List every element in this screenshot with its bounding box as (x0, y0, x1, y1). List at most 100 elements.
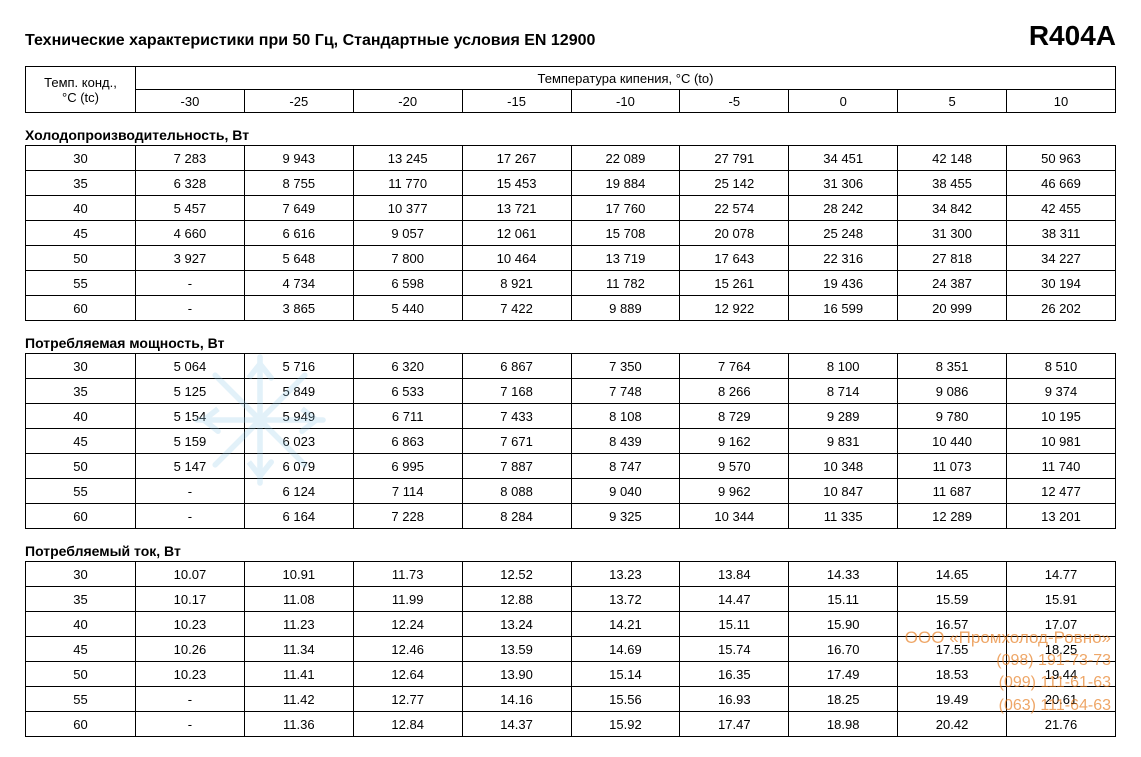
value-cell: 17.49 (789, 662, 898, 687)
value-cell: 7 114 (353, 479, 462, 504)
value-cell: 15.56 (571, 687, 680, 712)
value-cell: 15.92 (571, 712, 680, 737)
tc-header-line2: °C (tc) (62, 90, 99, 105)
value-cell: 12 061 (462, 221, 571, 246)
data-table: 305 0645 7166 3206 8677 3507 7648 1008 3… (25, 353, 1116, 529)
value-cell: 16 599 (789, 296, 898, 321)
value-cell: 5 949 (244, 404, 353, 429)
value-cell: 20 078 (680, 221, 789, 246)
value-cell: 8 755 (244, 171, 353, 196)
to-value-header: -15 (462, 90, 571, 113)
value-cell: 6 079 (244, 454, 353, 479)
table-row: 55-4 7346 5988 92111 78215 26119 43624 3… (26, 271, 1116, 296)
value-cell: 6 598 (353, 271, 462, 296)
value-cell: 22 089 (571, 146, 680, 171)
table-row: 307 2839 94313 24517 26722 08927 79134 4… (26, 146, 1116, 171)
value-cell: 12 922 (680, 296, 789, 321)
value-cell: 20 999 (898, 296, 1007, 321)
tc-cell: 35 (26, 379, 136, 404)
value-cell: 11 770 (353, 171, 462, 196)
table-row: 60-6 1647 2288 2849 32510 34411 33512 28… (26, 504, 1116, 529)
value-cell: 10.17 (136, 587, 245, 612)
value-cell: 8 284 (462, 504, 571, 529)
value-cell: 11.36 (244, 712, 353, 737)
value-cell: 13.23 (571, 562, 680, 587)
value-cell: 8 439 (571, 429, 680, 454)
value-cell: 27 818 (898, 246, 1007, 271)
value-cell: 9 374 (1007, 379, 1116, 404)
value-cell: - (136, 687, 245, 712)
value-cell: 15.74 (680, 637, 789, 662)
value-cell: - (136, 479, 245, 504)
value-cell: 7 671 (462, 429, 571, 454)
value-cell: 8 266 (680, 379, 789, 404)
value-cell: 15.11 (789, 587, 898, 612)
value-cell: 13.59 (462, 637, 571, 662)
value-cell: 11 782 (571, 271, 680, 296)
value-cell: 46 669 (1007, 171, 1116, 196)
value-cell: 9 325 (571, 504, 680, 529)
value-cell: 16.35 (680, 662, 789, 687)
value-cell: 30 194 (1007, 271, 1116, 296)
value-cell: 15 261 (680, 271, 789, 296)
value-cell: 34 227 (1007, 246, 1116, 271)
value-cell: 10 348 (789, 454, 898, 479)
value-cell: 6 164 (244, 504, 353, 529)
value-cell: 11.41 (244, 662, 353, 687)
tc-cell: 40 (26, 196, 136, 221)
value-cell: 34 451 (789, 146, 898, 171)
to-header: Температура кипения, °C (to) (136, 67, 1116, 90)
value-cell: 7 800 (353, 246, 462, 271)
data-table: 307 2839 94313 24517 26722 08927 79134 4… (25, 145, 1116, 321)
value-cell: 12 477 (1007, 479, 1116, 504)
value-cell: 10.23 (136, 662, 245, 687)
value-cell: 13.24 (462, 612, 571, 637)
value-cell: 5 125 (136, 379, 245, 404)
value-cell: 15 453 (462, 171, 571, 196)
value-cell: 20.42 (898, 712, 1007, 737)
value-cell: 5 154 (136, 404, 245, 429)
table-row: 4010.2311.2312.2413.2414.2115.1115.9016.… (26, 612, 1116, 637)
value-cell: 50 963 (1007, 146, 1116, 171)
value-cell: 4 660 (136, 221, 245, 246)
value-cell: 18.25 (789, 687, 898, 712)
value-cell: 11.42 (244, 687, 353, 712)
tc-header-line1: Темп. конд., (44, 75, 117, 90)
table-row: 405 1545 9496 7117 4338 1088 7299 2899 7… (26, 404, 1116, 429)
value-cell: 7 748 (571, 379, 680, 404)
value-cell: 10.23 (136, 612, 245, 637)
to-value-header: 0 (789, 90, 898, 113)
value-cell: 15.90 (789, 612, 898, 637)
column-header-table: Темп. конд., °C (tc) Температура кипения… (25, 66, 1116, 113)
tc-cell: 30 (26, 354, 136, 379)
data-table: 3010.0710.9111.7312.5213.2313.8414.3314.… (25, 561, 1116, 737)
table-row: 356 3288 75511 77015 45319 88425 14231 3… (26, 171, 1116, 196)
value-cell: - (136, 271, 245, 296)
tc-cell: 50 (26, 454, 136, 479)
value-cell: 25 248 (789, 221, 898, 246)
value-cell: 4 734 (244, 271, 353, 296)
value-cell: 3 865 (244, 296, 353, 321)
value-cell: 15.91 (1007, 587, 1116, 612)
value-cell: 19 884 (571, 171, 680, 196)
value-cell: 7 168 (462, 379, 571, 404)
to-value-header: -25 (244, 90, 353, 113)
value-cell: 9 162 (680, 429, 789, 454)
value-cell: 7 422 (462, 296, 571, 321)
tc-cell: 40 (26, 612, 136, 637)
value-cell: 14.47 (680, 587, 789, 612)
value-cell: 9 057 (353, 221, 462, 246)
table-row: 55-11.4212.7714.1615.5616.9318.2519.4920… (26, 687, 1116, 712)
table-row: 405 4577 64910 37713 72117 76022 57428 2… (26, 196, 1116, 221)
value-cell: 13.84 (680, 562, 789, 587)
value-cell: 19.44 (1007, 662, 1116, 687)
value-cell: 38 311 (1007, 221, 1116, 246)
value-cell: 6 616 (244, 221, 353, 246)
value-cell: 13 201 (1007, 504, 1116, 529)
tc-cell: 50 (26, 662, 136, 687)
table-row: 455 1596 0236 8637 6718 4399 1629 83110 … (26, 429, 1116, 454)
value-cell: 16.70 (789, 637, 898, 662)
value-cell: 9 040 (571, 479, 680, 504)
to-value-header: -20 (353, 90, 462, 113)
value-cell: 9 943 (244, 146, 353, 171)
